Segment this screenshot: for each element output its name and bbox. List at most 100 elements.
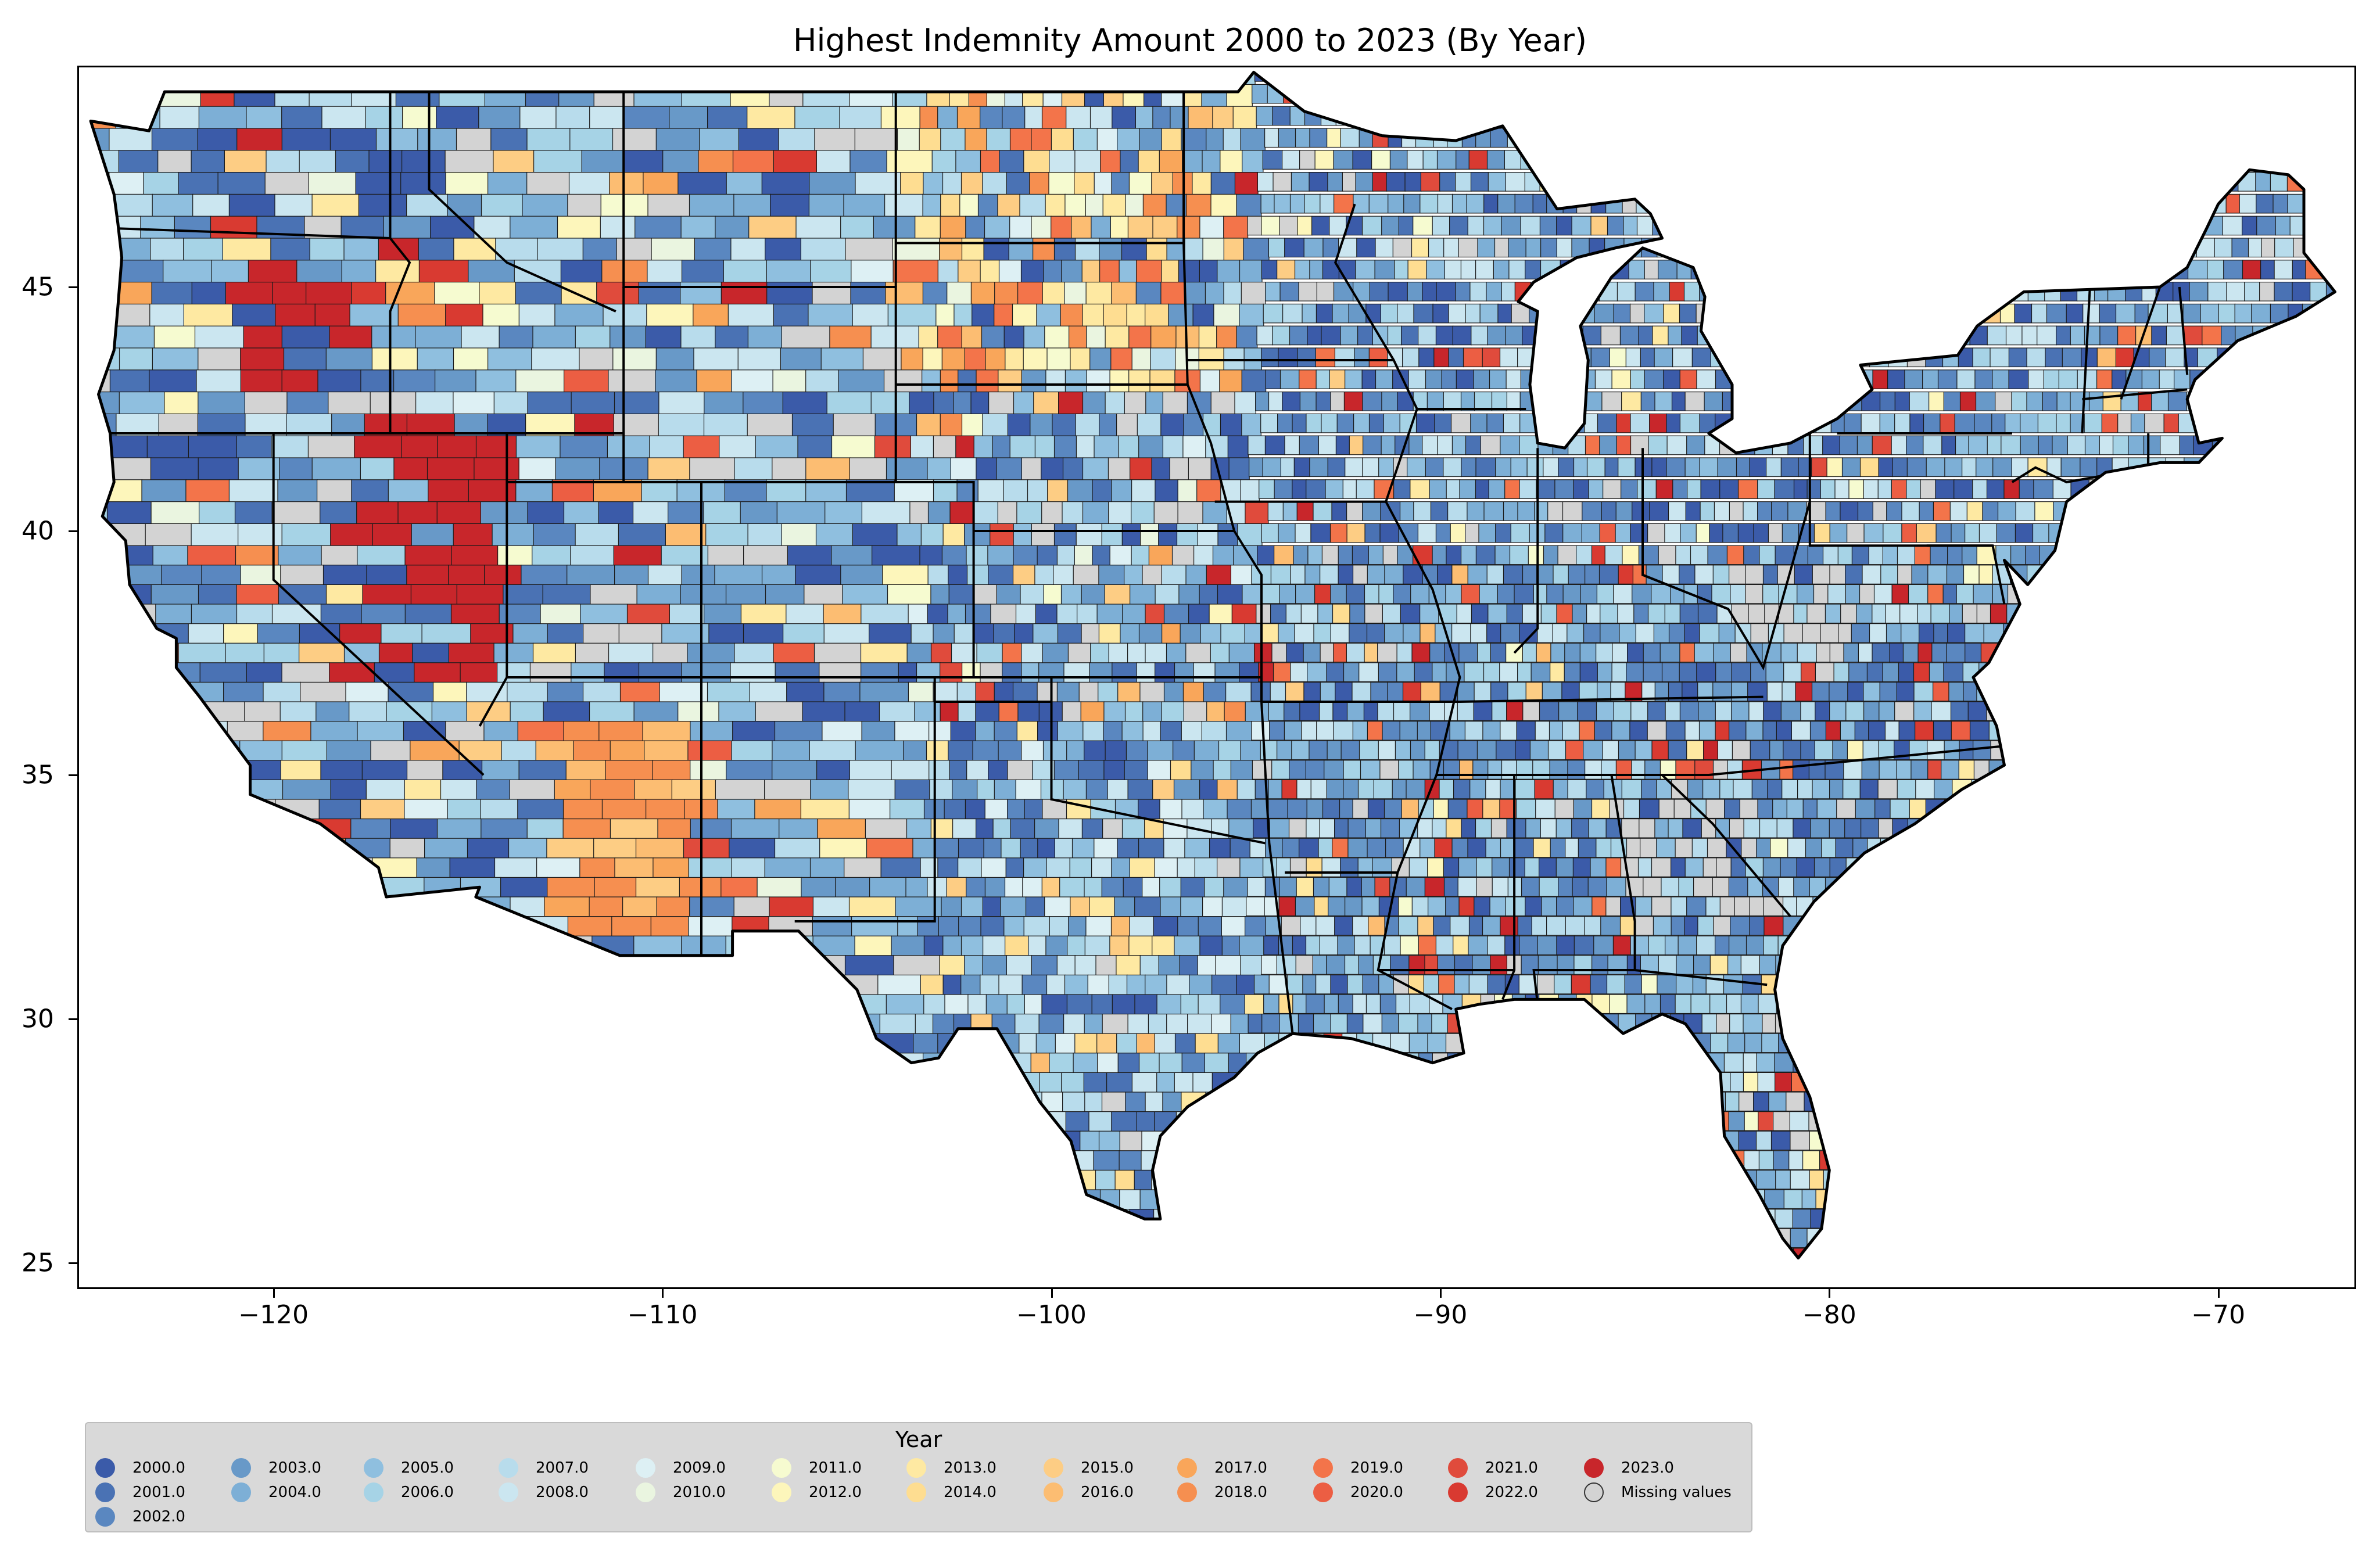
county-cell xyxy=(1951,523,1966,543)
county-cell xyxy=(1324,760,1345,780)
county-cell xyxy=(1307,325,1322,346)
county-cell xyxy=(2329,720,2335,741)
county-cell xyxy=(1974,128,1994,148)
county-cell xyxy=(2093,642,2109,663)
county-cell xyxy=(1931,128,1947,148)
county-cell xyxy=(959,193,979,220)
county-cell xyxy=(112,740,152,785)
county-cell xyxy=(2141,369,2160,389)
county-cell xyxy=(1616,435,1632,455)
county-cell xyxy=(1623,799,1640,819)
county-cell xyxy=(2138,260,2157,279)
county-cell xyxy=(1379,523,1400,543)
county-cell xyxy=(1306,799,1324,819)
county-cell xyxy=(897,128,920,154)
county-cell xyxy=(1962,545,1978,565)
county-cell xyxy=(2122,260,2140,279)
county-cell xyxy=(1443,238,1460,258)
county-cell xyxy=(2096,974,2116,995)
county-cell xyxy=(1927,584,1944,604)
county-cell xyxy=(2238,604,2253,624)
county-cell xyxy=(1392,238,1413,258)
county-cell xyxy=(91,857,116,903)
county-cell xyxy=(1257,545,1275,565)
county-cell xyxy=(1458,642,1478,663)
county-cell xyxy=(1472,760,1489,780)
county-cell xyxy=(1330,1013,1348,1033)
county-cell xyxy=(1821,106,1840,126)
county-cell xyxy=(1009,435,1036,461)
county-cell xyxy=(1556,238,1573,258)
county-cell xyxy=(2009,740,2026,760)
county-cell xyxy=(2127,479,2144,499)
county-cell xyxy=(1644,303,1664,324)
county-cell xyxy=(2221,325,2236,346)
county-cell xyxy=(2096,347,2117,368)
county-cell xyxy=(2107,857,2125,877)
county-cell xyxy=(1886,916,1905,936)
county-cell xyxy=(1404,172,1422,192)
county-cell xyxy=(1368,413,1385,433)
county-cell xyxy=(1366,106,1384,126)
county-cell xyxy=(2050,799,2067,819)
county-cell xyxy=(1745,325,1766,346)
county-cell xyxy=(91,994,116,1039)
county-cell xyxy=(2026,391,2044,411)
county-cell xyxy=(1368,193,1389,214)
county-cell xyxy=(1642,172,1663,192)
county-cell xyxy=(2228,935,2246,956)
county-cell xyxy=(2042,391,2058,411)
county-cell xyxy=(1107,501,1132,527)
county-cell xyxy=(1668,818,1684,838)
county-cell xyxy=(1649,413,1668,433)
county-cell xyxy=(1166,238,1186,264)
county-cell xyxy=(1814,740,1834,760)
county-cell xyxy=(1958,799,1973,819)
county-cell xyxy=(1236,193,1262,220)
county-cell xyxy=(1139,128,1163,154)
county-cell xyxy=(1731,662,1751,682)
county-cell xyxy=(1831,303,1848,324)
county-cell xyxy=(1503,565,1524,584)
county-cell xyxy=(1883,523,1903,543)
county-cell xyxy=(1805,106,1822,126)
county-cell xyxy=(1938,857,1956,877)
county-cell xyxy=(2310,857,2331,877)
county-cell xyxy=(956,106,981,132)
county-cell xyxy=(152,896,187,942)
county-cell xyxy=(1135,282,1162,307)
county-cell xyxy=(2253,877,2271,897)
county-cell xyxy=(1790,84,1807,104)
county-cell xyxy=(1491,391,1508,411)
county-cell xyxy=(1721,260,1739,279)
county-cell xyxy=(1461,584,1481,604)
county-cell xyxy=(2153,681,2172,702)
county-cell xyxy=(1355,172,1374,192)
county-cell xyxy=(1972,479,1988,499)
county-cell xyxy=(2098,720,2116,741)
county-cell xyxy=(1649,501,1669,521)
county-cell xyxy=(91,523,113,569)
county-cell xyxy=(2332,325,2335,346)
county-cell xyxy=(2259,545,2279,565)
county-cell xyxy=(1873,238,1891,258)
county-cell xyxy=(2117,413,2132,433)
county-cell xyxy=(1715,662,1733,682)
county-cell xyxy=(1092,479,1112,505)
county-cell xyxy=(1759,545,1776,565)
county-cell xyxy=(1880,565,1899,584)
county-cell xyxy=(1292,1033,1307,1053)
county-cell xyxy=(118,662,157,708)
county-cell xyxy=(1829,681,1848,702)
county-cell xyxy=(1335,435,1350,455)
county-cell xyxy=(114,84,157,130)
county-cell xyxy=(1998,172,2013,192)
county-cell xyxy=(2327,935,2335,956)
county-cell xyxy=(1162,435,1184,461)
county-cell xyxy=(2263,662,2281,682)
county-cell xyxy=(2328,216,2335,236)
county-cell xyxy=(922,72,941,88)
county-cell xyxy=(1886,501,1903,521)
county-cell xyxy=(2293,662,2309,682)
county-cell xyxy=(1372,857,1393,877)
